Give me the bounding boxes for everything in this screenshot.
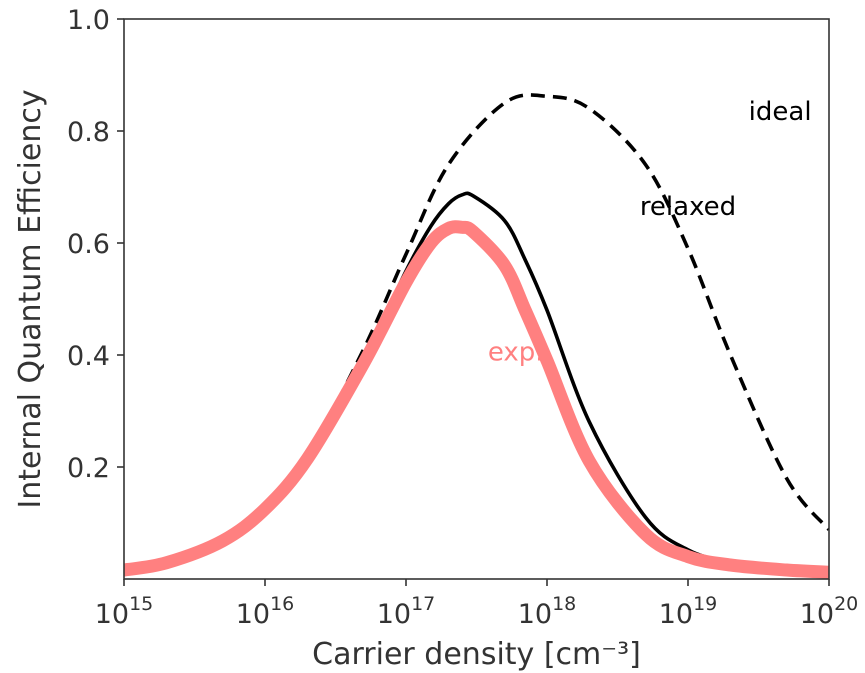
- y-axis-label: Internal Quantum Efficiency: [13, 89, 48, 508]
- x-tick-label: 1017: [377, 593, 436, 630]
- x-tick-label: 1016: [236, 593, 295, 630]
- plot-frame: [123, 18, 830, 580]
- series-line-relaxed: [124, 191, 829, 574]
- series-line-exp: [124, 220, 829, 579]
- y-tick-label: 0.8: [67, 117, 110, 148]
- series-line-ideal: [124, 93, 829, 572]
- y-tick-label: 0.4: [67, 341, 110, 372]
- series-annotation-exp: exp.: [488, 338, 544, 368]
- y-tick-label: 1.0: [67, 5, 110, 36]
- plot-area: [124, 93, 829, 579]
- y-tick-label: 0.2: [67, 453, 110, 484]
- y-tick-label: 0.6: [67, 229, 110, 260]
- x-tick-label: 1018: [518, 593, 577, 630]
- axis-ticks: 1015 1016 1017 1018 1019 1020 0.2 0.4 0.6 0.8 1.0: [67, 5, 858, 630]
- x-tick-label: 1015: [95, 593, 154, 630]
- series-annotation-ideal: ideal: [749, 97, 812, 127]
- x-axis-label: Carrier density [cm⁻³]: [312, 637, 641, 672]
- x-tick-label: 1019: [659, 593, 718, 630]
- x-tick-label: 1020: [800, 593, 859, 630]
- series-annotation-relaxed: relaxed: [640, 192, 736, 222]
